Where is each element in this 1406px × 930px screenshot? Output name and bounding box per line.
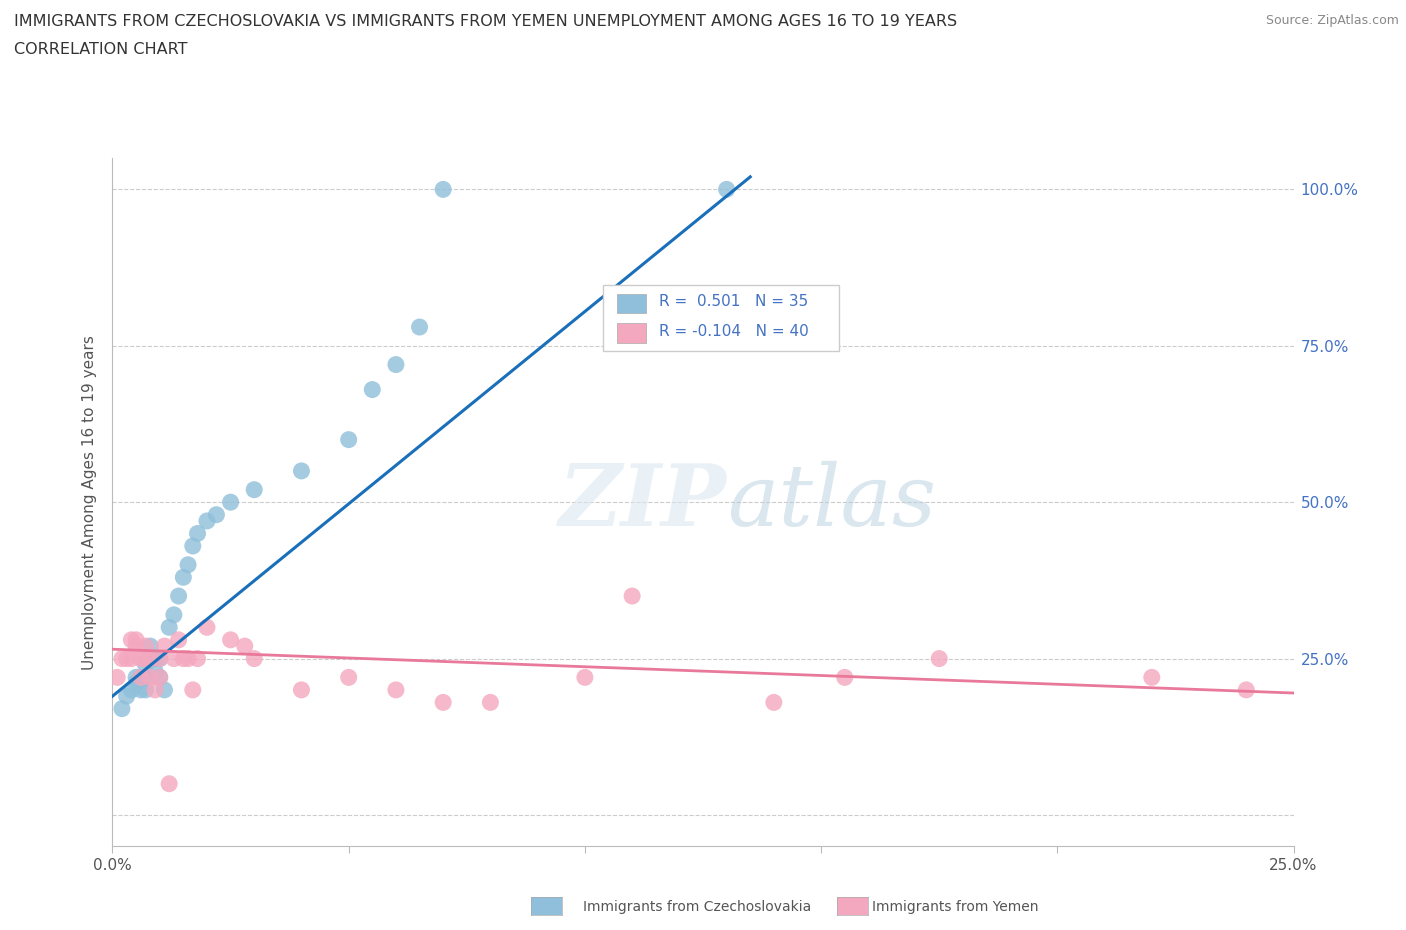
Point (143, 664, 166, 679)
Point (195, 513, 218, 528)
Point (361, 382, 384, 397)
Point (149, 670, 172, 684)
Point (139, 651, 162, 666)
Point (243, 651, 266, 666)
Point (233, 639, 256, 654)
Point (1234, 683, 1257, 698)
Text: Immigrants from Yemen: Immigrants from Yemen (872, 899, 1038, 914)
Point (290, 463, 312, 478)
Point (115, 689, 138, 704)
Text: CORRELATION CHART: CORRELATION CHART (14, 42, 187, 57)
Point (125, 670, 148, 684)
Text: Immigrants from Czechoslovakia: Immigrants from Czechoslovakia (583, 899, 811, 914)
Text: atlas: atlas (727, 461, 936, 543)
Point (139, 639, 162, 654)
Point (177, 557, 200, 572)
Text: ZIP: ZIP (558, 460, 727, 544)
Point (716, 182, 738, 197)
Point (1140, 670, 1163, 684)
Point (157, 777, 180, 791)
Point (385, 683, 408, 698)
Point (219, 632, 242, 647)
Point (928, 651, 950, 666)
Point (125, 639, 148, 654)
Point (337, 670, 360, 684)
Point (186, 526, 208, 541)
Point (219, 495, 242, 510)
Point (163, 607, 186, 622)
Point (143, 683, 166, 698)
Point (621, 589, 644, 604)
Point (177, 651, 200, 666)
Point (243, 483, 266, 498)
Point (205, 507, 228, 522)
Point (125, 632, 148, 647)
Text: R =  0.501   N = 35: R = 0.501 N = 35 (659, 294, 808, 309)
Point (149, 651, 172, 666)
Point (167, 632, 190, 647)
Point (432, 695, 454, 710)
Bar (617, 294, 647, 312)
Point (408, 320, 430, 335)
Point (163, 651, 186, 666)
Point (111, 651, 134, 666)
Text: Source: ZipAtlas.com: Source: ZipAtlas.com (1265, 14, 1399, 27)
Point (172, 570, 194, 585)
Point (129, 670, 152, 684)
Point (337, 432, 360, 447)
Point (157, 620, 180, 635)
Point (135, 658, 157, 672)
Point (120, 683, 142, 698)
Point (135, 639, 157, 654)
Point (135, 670, 157, 684)
Point (129, 670, 152, 684)
Point (181, 538, 204, 553)
Point (139, 670, 162, 684)
Point (135, 651, 157, 666)
Point (111, 701, 134, 716)
Point (139, 651, 162, 666)
Point (290, 683, 312, 698)
Point (385, 357, 408, 372)
Point (432, 182, 454, 197)
Point (105, 670, 128, 684)
Bar (617, 324, 647, 342)
Point (479, 695, 502, 710)
Point (167, 589, 190, 604)
Point (120, 632, 142, 647)
Text: R = -0.104   N = 40: R = -0.104 N = 40 (659, 324, 808, 339)
Point (834, 670, 856, 684)
Point (153, 639, 176, 654)
Point (115, 651, 138, 666)
Text: IMMIGRANTS FROM CZECHOSLOVAKIA VS IMMIGRANTS FROM YEMEN UNEMPLOYMENT AMONG AGES : IMMIGRANTS FROM CZECHOSLOVAKIA VS IMMIGR… (14, 14, 957, 29)
Point (195, 620, 218, 635)
Point (762, 695, 785, 710)
Point (125, 676, 148, 691)
Point (149, 651, 172, 666)
Y-axis label: Unemployment Among Ages 16 to 19 years: Unemployment Among Ages 16 to 19 years (82, 335, 97, 670)
Point (120, 651, 142, 666)
Point (149, 670, 172, 684)
Point (172, 651, 194, 666)
Point (143, 651, 166, 666)
Point (186, 651, 208, 666)
Point (153, 683, 176, 698)
Point (129, 683, 152, 698)
Point (129, 651, 152, 666)
Point (135, 683, 157, 698)
Point (181, 683, 204, 698)
FancyBboxPatch shape (603, 286, 839, 351)
Point (574, 670, 596, 684)
